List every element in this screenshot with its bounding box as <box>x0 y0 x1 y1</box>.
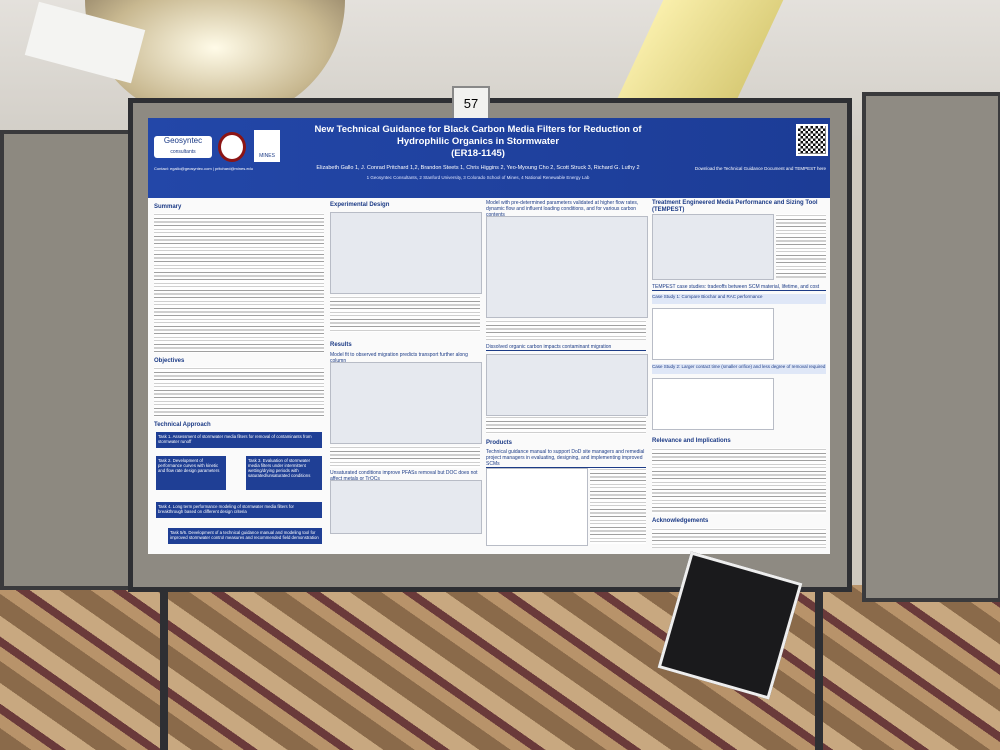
authors: Elizabeth Gallo 1, J. Conrad Pritchard 1… <box>316 165 640 171</box>
figure <box>486 354 648 416</box>
affiliations: 1 Geosyntec Consultants, 2 Stanford Univ… <box>366 175 590 180</box>
task-box: Task 1. Assessment of stormwater media f… <box>156 432 322 448</box>
stanford-logo <box>218 132 246 162</box>
board-leg <box>160 590 168 750</box>
mines-logo: MINES <box>254 130 280 162</box>
qr-code <box>796 124 828 156</box>
section-heading: Objectives <box>154 358 185 364</box>
section-heading: Experimental Design <box>330 202 390 208</box>
ack-text <box>652 528 826 548</box>
logo-text: Geosyntec <box>163 136 203 145</box>
case-study: Case Study 1: Compare Biochar and RAC pe… <box>652 294 826 304</box>
section-heading: Treatment Engineered Media Performance a… <box>652 200 818 213</box>
task-box: Task 4. Long term performance modeling o… <box>156 502 322 518</box>
case-study: Case Study 2: Larger contact time (small… <box>652 364 826 374</box>
caption <box>330 296 480 332</box>
relevance-text <box>652 448 826 514</box>
figure <box>330 212 482 294</box>
task-box: Task 5/6. Development of a technical gui… <box>168 528 322 544</box>
contact: Contact: egallo@geosyntec.com | pritchar… <box>154 166 253 171</box>
board-leg <box>815 590 823 750</box>
figure <box>652 214 774 280</box>
section-heading: Products <box>486 440 513 446</box>
table <box>652 378 774 430</box>
products-text <box>590 468 646 544</box>
booth-number: 57 <box>452 86 490 122</box>
carpet <box>0 585 1000 750</box>
task-box: Task 3. Evaluation of stormwater media f… <box>246 456 322 490</box>
subheading: TEMPEST case studies: tradeoffs between … <box>652 284 826 291</box>
section-heading: Acknowledgements <box>652 518 709 524</box>
figure <box>486 216 648 318</box>
right-board <box>862 92 1000 602</box>
title: New Technical Guidance for Black Carbon … <box>314 124 642 147</box>
caption <box>486 320 646 340</box>
table <box>652 308 774 360</box>
summary-text <box>154 213 324 353</box>
poster: Geosyntec consultants MINES Contact: egal… <box>148 118 830 554</box>
logo-text: consultants <box>170 149 196 155</box>
left-board <box>0 130 135 590</box>
download-note: Download the Technical Guidance Document… <box>694 166 826 171</box>
subheading: Technical guidance manual to support DoD… <box>486 449 646 468</box>
figure <box>330 362 482 444</box>
section-heading: Results <box>330 342 352 348</box>
figure <box>330 480 482 534</box>
objectives-text <box>154 367 324 417</box>
project-code: (ER18-1145) <box>451 148 505 159</box>
poster-title: New Technical Guidance for Black Carbon … <box>288 124 668 160</box>
task-box: Task 2. Development of performance curve… <box>156 456 226 490</box>
section-heading: Relevance and Implications <box>652 438 731 444</box>
figure <box>486 468 588 546</box>
caption <box>486 416 646 434</box>
caption <box>330 446 480 468</box>
logo: Geosyntec consultants <box>154 136 212 158</box>
tempest-text <box>776 214 826 278</box>
section-heading: Summary <box>154 204 182 210</box>
subheading: Dissolved organic carbon impacts contami… <box>486 344 646 351</box>
section-heading: Technical Approach <box>154 422 211 428</box>
